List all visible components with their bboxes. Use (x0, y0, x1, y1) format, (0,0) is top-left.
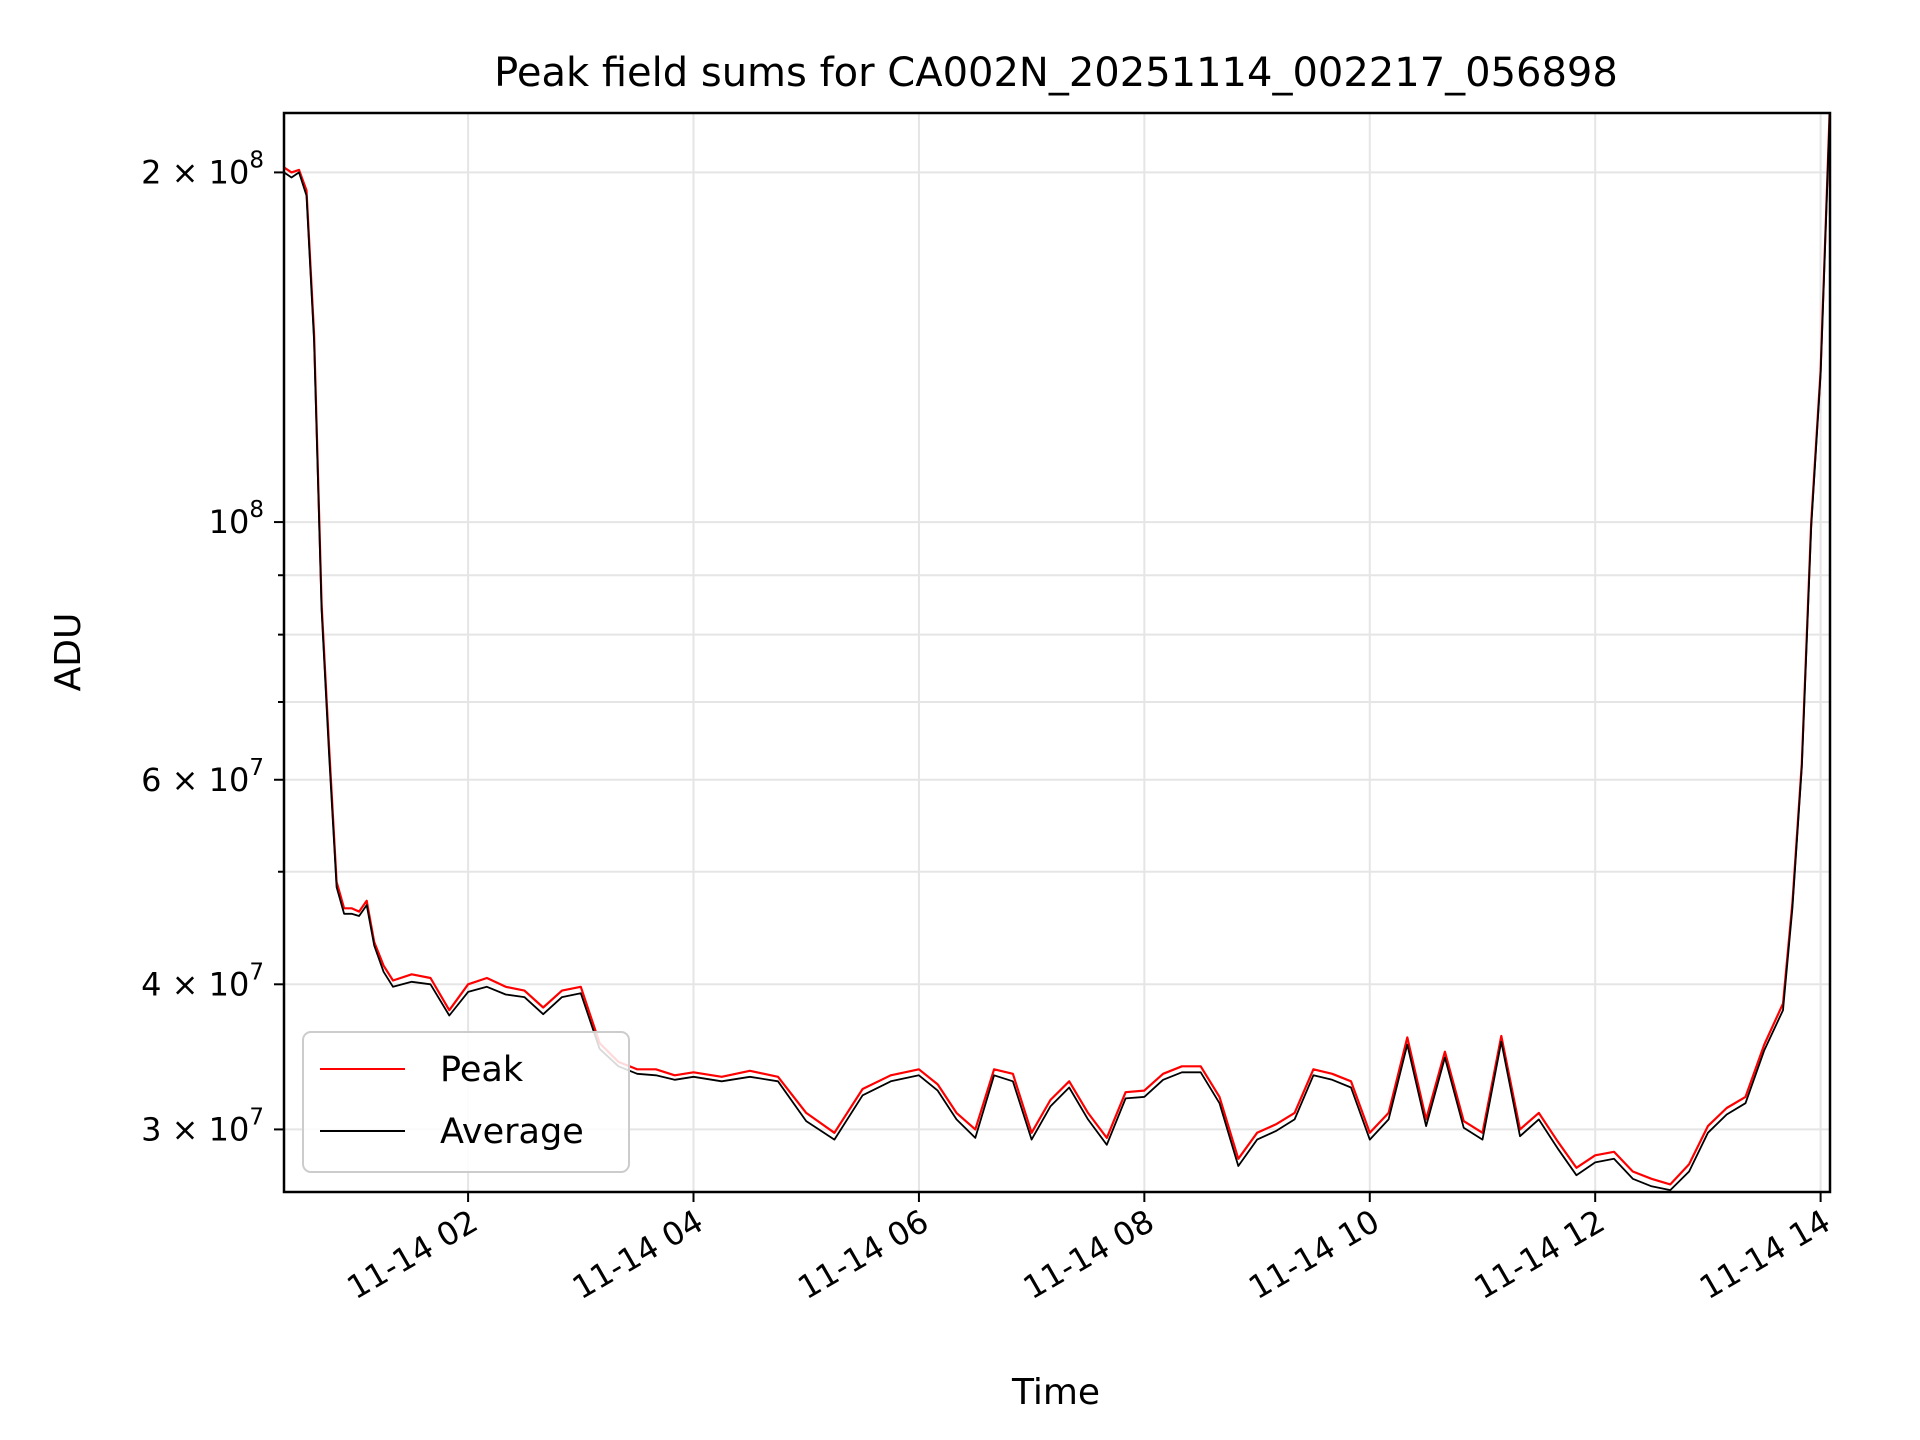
y-tick-label: 3 × 107 (141, 1104, 264, 1148)
grid (284, 113, 1830, 1192)
y-axis-label: ADU (48, 613, 89, 692)
series-line-peak (284, 113, 1830, 1186)
series-line-average (284, 113, 1830, 1191)
y-tick-label: 2 × 108 (141, 147, 264, 191)
y-tick-label: 6 × 107 (141, 755, 264, 799)
legend-label-peak: Peak (440, 1050, 524, 1090)
legend-box (302, 1031, 630, 1173)
chart-title: Peak field sums for CA002N_20251114_0022… (494, 50, 1618, 96)
legend-label-average: Average (440, 1112, 584, 1152)
x-axis-label: Time (1011, 1372, 1100, 1413)
y-tick-label: 108 (209, 497, 264, 541)
y-tick-label: 4 × 107 (141, 959, 264, 1003)
plot-area: 11-14 02 11-14 04 11-14 06 11-14 08 11-14 10… (141, 111, 1837, 1307)
series-layer (284, 113, 1830, 1191)
legend: Peak Average (302, 1031, 630, 1173)
plot-frame (282, 111, 1832, 1194)
plot-background (284, 113, 1830, 1192)
